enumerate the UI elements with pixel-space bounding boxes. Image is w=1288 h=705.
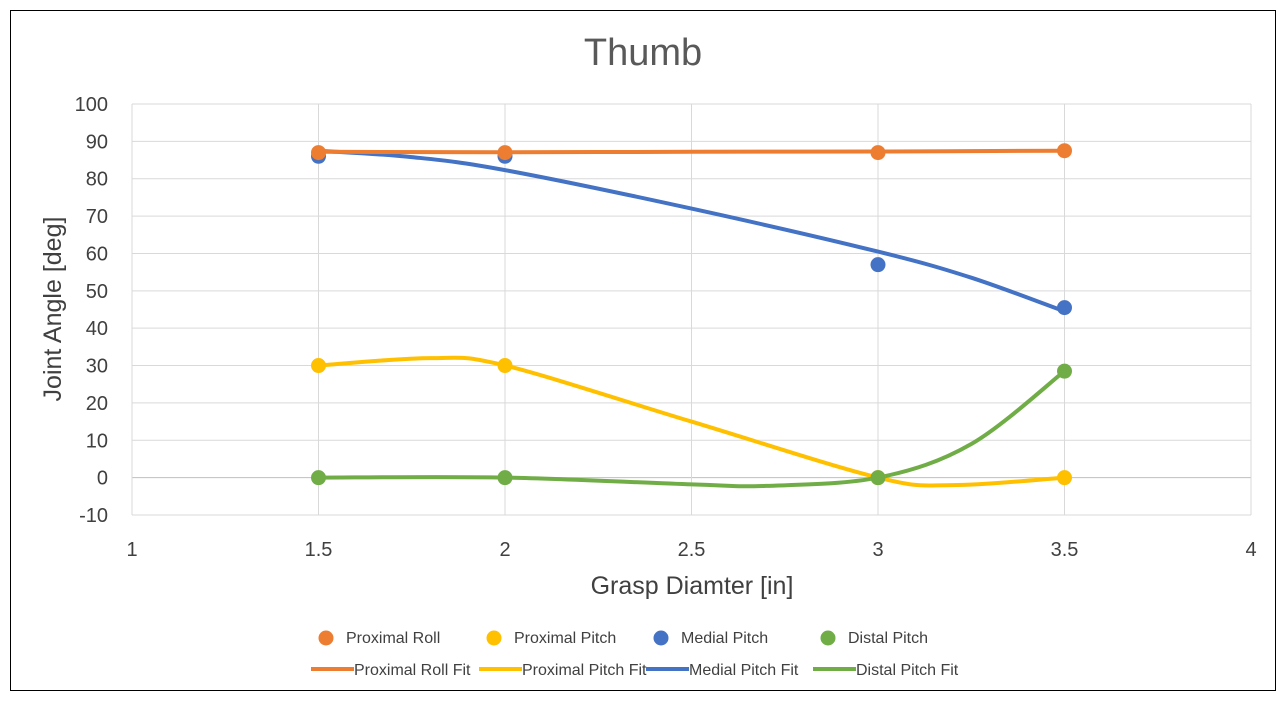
x-tick-label: 4 xyxy=(1245,539,1256,561)
legend-marker xyxy=(486,630,502,646)
point-proximal-roll xyxy=(311,145,326,161)
y-tick-label: 100 xyxy=(75,94,108,116)
y-axis-title: Joint Angle [deg] xyxy=(39,217,67,402)
point-proximal-roll xyxy=(1057,143,1072,159)
fit-line-medial-pitch-fit xyxy=(316,148,1067,314)
legend-marker xyxy=(820,630,836,646)
legend-label: Medial Pitch xyxy=(681,630,768,647)
legend-label: Proximal Roll xyxy=(346,630,440,647)
legend: Proximal Roll Proximal Pitch Medial Pitch D… xyxy=(311,630,959,679)
y-tick-label: 60 xyxy=(86,243,108,265)
x-tick-label: 3.5 xyxy=(1051,539,1079,561)
point-medial-pitch xyxy=(870,257,886,273)
y-tick-label: 10 xyxy=(86,430,108,452)
y-tick-labels: -10 0 10 20 30 40 50 60 70 80 90 100 xyxy=(75,94,108,527)
x-tick-label: 1.5 xyxy=(305,539,333,561)
point-proximal-pitch xyxy=(311,358,326,374)
y-tick-label: -10 xyxy=(79,505,108,527)
legend-marker xyxy=(653,630,669,646)
y-tick-label: 70 xyxy=(86,206,108,228)
point-distal-pitch xyxy=(311,470,326,486)
x-axis-title: Grasp Diamter [in] xyxy=(591,572,794,600)
point-distal-pitch xyxy=(497,470,513,486)
x-tick-label: 1 xyxy=(126,539,137,561)
fit-line-proximal-pitch-fit xyxy=(316,355,1067,488)
y-tick-label: 80 xyxy=(86,169,108,191)
legend-marker xyxy=(318,630,334,646)
point-proximal-pitch xyxy=(1057,470,1072,486)
grid xyxy=(131,103,1252,516)
x-tick-label: 2 xyxy=(499,539,510,561)
legend-label: Medial Pitch Fit xyxy=(689,662,799,679)
chart-svg: Thumb -10 0 10 20 30 40 50 60 70 80 90 100 1 1.5 2 2.5… xyxy=(39,32,1257,679)
data-points xyxy=(311,143,1072,486)
x-tick-label: 2.5 xyxy=(678,539,706,561)
legend-label: Proximal Pitch xyxy=(514,630,616,647)
y-tick-label: 20 xyxy=(86,393,108,415)
fit-line-proximal-roll-fit xyxy=(316,148,1067,155)
y-tick-label: 50 xyxy=(86,281,108,303)
chart-title: Thumb xyxy=(584,32,702,74)
point-distal-pitch xyxy=(870,470,886,486)
chart-frame: Thumb -10 0 10 20 30 40 50 60 70 80 90 100 1 1.5 2 2.5… xyxy=(10,10,1276,691)
point-distal-pitch xyxy=(1057,363,1072,379)
legend-label: Proximal Pitch Fit xyxy=(522,662,647,679)
x-tick-label: 3 xyxy=(872,539,883,561)
point-proximal-roll xyxy=(497,145,513,161)
y-tick-label: 40 xyxy=(86,318,108,340)
y-tick-label: 30 xyxy=(86,356,108,378)
legend-label: Distal Pitch xyxy=(848,630,928,647)
point-medial-pitch xyxy=(1057,300,1072,316)
y-tick-label: 0 xyxy=(97,468,108,490)
legend-label: Distal Pitch Fit xyxy=(856,662,959,679)
point-proximal-roll xyxy=(870,145,886,161)
fit-lines xyxy=(316,148,1067,489)
y-tick-label: 90 xyxy=(86,131,108,153)
point-proximal-pitch xyxy=(497,358,513,374)
x-tick-labels: 1 1.5 2 2.5 3 3.5 4 xyxy=(126,539,1256,561)
legend-label: Proximal Roll Fit xyxy=(354,662,471,679)
fit-line-distal-pitch-fit xyxy=(316,369,1067,489)
